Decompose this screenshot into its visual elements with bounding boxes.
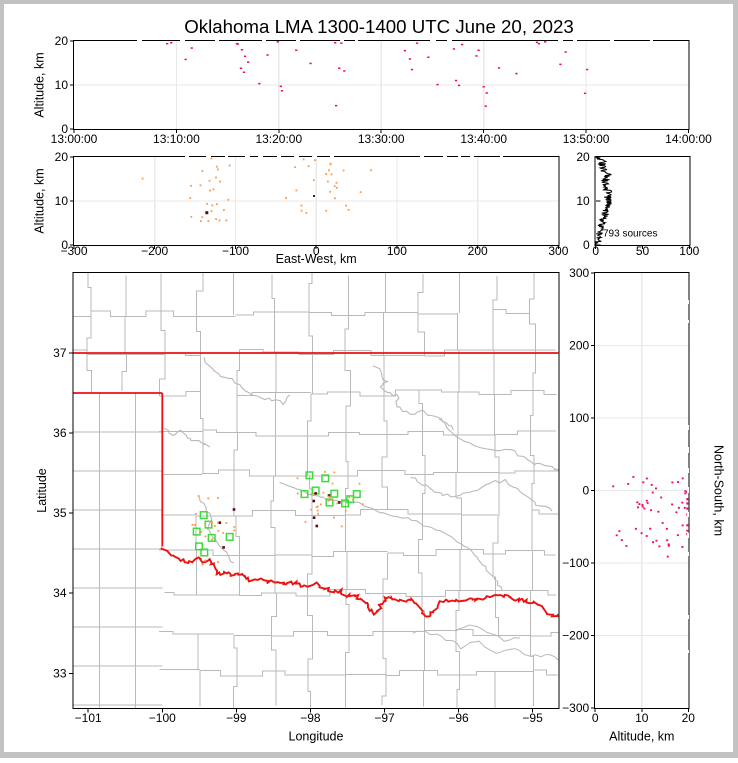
svg-text:0: 0 xyxy=(61,238,68,252)
svg-text:100: 100 xyxy=(679,244,699,258)
svg-text:10: 10 xyxy=(635,711,649,725)
svg-text:300: 300 xyxy=(548,244,568,258)
svg-text:34: 34 xyxy=(53,586,67,600)
svg-text:13:50:00: 13:50:00 xyxy=(563,132,610,146)
svg-text:−96: −96 xyxy=(448,711,469,725)
svg-text:−100: −100 xyxy=(562,556,589,570)
svg-text:Oklahoma LMA 1300-1400 UTC Jun: Oklahoma LMA 1300-1400 UTC June 20, 2023 xyxy=(184,16,574,37)
svg-text:36: 36 xyxy=(53,426,67,440)
svg-text:−95: −95 xyxy=(522,711,543,725)
svg-text:10: 10 xyxy=(55,78,69,92)
svg-text:100: 100 xyxy=(569,411,589,425)
svg-text:50: 50 xyxy=(636,244,650,258)
svg-text:10: 10 xyxy=(576,194,590,208)
svg-text:0: 0 xyxy=(61,122,68,136)
svg-text:North-South, km: North-South, km xyxy=(712,445,726,536)
svg-text:10: 10 xyxy=(55,194,69,208)
svg-text:33: 33 xyxy=(53,666,67,680)
svg-text:100: 100 xyxy=(387,244,407,258)
svg-text:0: 0 xyxy=(583,484,590,498)
svg-text:−200: −200 xyxy=(141,244,168,258)
svg-text:20: 20 xyxy=(576,150,590,164)
svg-text:Altitude, km: Altitude, km xyxy=(33,168,47,233)
svg-text:0: 0 xyxy=(592,711,599,725)
svg-text:200: 200 xyxy=(468,244,488,258)
svg-text:35: 35 xyxy=(53,506,67,520)
svg-text:20: 20 xyxy=(55,34,69,48)
svg-text:13:10:00: 13:10:00 xyxy=(153,132,200,146)
svg-text:−98: −98 xyxy=(300,711,321,725)
svg-text:13:30:00: 13:30:00 xyxy=(358,132,405,146)
svg-text:Altitude, km: Altitude, km xyxy=(609,730,674,744)
svg-text:0: 0 xyxy=(583,238,590,252)
svg-text:200: 200 xyxy=(569,339,589,353)
svg-text:0: 0 xyxy=(592,244,599,258)
svg-text:300: 300 xyxy=(569,266,589,280)
svg-text:14:00:00: 14:00:00 xyxy=(665,132,712,146)
svg-text:0: 0 xyxy=(313,244,320,258)
svg-text:793 sources: 793 sources xyxy=(603,229,657,240)
svg-text:−100: −100 xyxy=(222,244,249,258)
svg-text:13:20:00: 13:20:00 xyxy=(255,132,302,146)
svg-text:Altitude, km: Altitude, km xyxy=(33,52,47,117)
svg-text:20: 20 xyxy=(682,711,696,725)
svg-text:−300: −300 xyxy=(562,701,589,715)
svg-text:13:00:00: 13:00:00 xyxy=(51,132,98,146)
svg-text:Latitude: Latitude xyxy=(35,468,49,513)
svg-text:−100: −100 xyxy=(149,711,176,725)
svg-text:Longitude: Longitude xyxy=(289,730,344,744)
svg-text:20: 20 xyxy=(55,150,69,164)
svg-text:37: 37 xyxy=(53,346,67,360)
svg-text:−97: −97 xyxy=(374,711,395,725)
svg-text:−101: −101 xyxy=(75,711,102,725)
svg-text:−300: −300 xyxy=(60,244,87,258)
svg-text:13:40:00: 13:40:00 xyxy=(460,132,507,146)
svg-text:−99: −99 xyxy=(226,711,247,725)
svg-text:East-West, km: East-West, km xyxy=(276,252,357,266)
svg-text:−200: −200 xyxy=(562,628,589,642)
